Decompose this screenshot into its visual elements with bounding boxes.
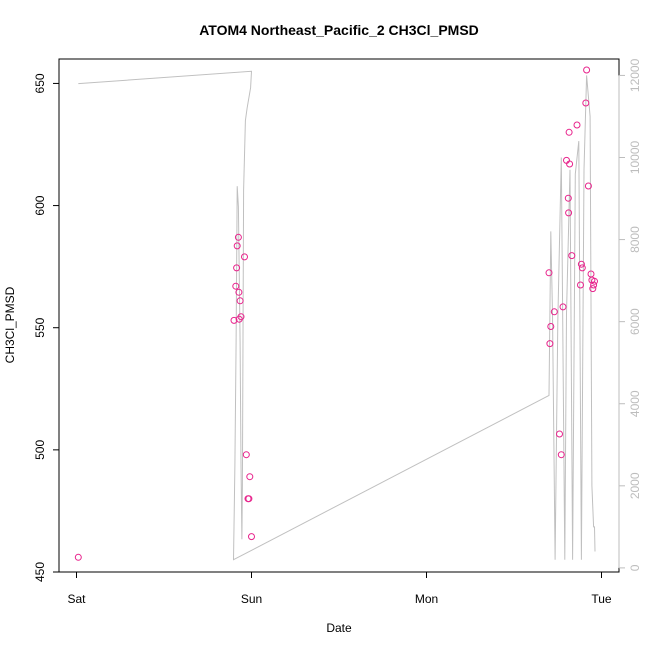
right-tick-label-4000: 4000 bbox=[628, 390, 642, 417]
right-tick-label-12000: 12000 bbox=[628, 58, 642, 92]
data-point-26 bbox=[565, 128, 573, 136]
left-tick-label-600: 600 bbox=[33, 195, 47, 215]
data-point-10 bbox=[241, 253, 248, 261]
x-tick-label-Mon: Mon bbox=[415, 592, 438, 606]
x-tick-label-Sun: Sun bbox=[241, 592, 262, 606]
left-tick-label-650: 650 bbox=[33, 73, 47, 93]
data-point-19 bbox=[550, 308, 558, 316]
data-point-4 bbox=[233, 242, 241, 250]
series-line bbox=[78, 70, 596, 561]
data-point-3 bbox=[233, 264, 241, 272]
data-point-31 bbox=[577, 260, 585, 268]
data-point-30 bbox=[577, 281, 584, 289]
data-point-11 bbox=[242, 451, 250, 459]
data-point-1 bbox=[230, 316, 238, 324]
left-tick-label-500: 500 bbox=[33, 440, 47, 460]
y-axis-label: CH3Cl_PMSD bbox=[3, 286, 17, 363]
data-point-35 bbox=[584, 182, 592, 190]
right-y-axis: 0 2000 4000 6000 8000 10000 12000 bbox=[618, 58, 642, 571]
data-point-20 bbox=[556, 430, 563, 438]
data-point-22 bbox=[559, 303, 567, 311]
data-point-39 bbox=[590, 281, 598, 289]
right-tick-label-10000: 10000 bbox=[628, 140, 642, 174]
data-point-13 bbox=[245, 495, 253, 503]
data-point-9 bbox=[237, 313, 245, 321]
right-tick-label-2000: 2000 bbox=[628, 472, 642, 499]
data-point-38 bbox=[589, 285, 597, 293]
data-point-18 bbox=[547, 323, 555, 330]
right-tick-label-8000: 8000 bbox=[628, 226, 642, 253]
data-point-5 bbox=[234, 233, 242, 241]
left-y-axis: 450 500 550 600 650 bbox=[33, 73, 60, 582]
right-tick-label-6000: 6000 bbox=[628, 308, 642, 335]
data-point-15 bbox=[248, 533, 255, 541]
data-point-34 bbox=[583, 66, 591, 74]
data-point-2 bbox=[232, 282, 240, 290]
data-point-0 bbox=[74, 553, 82, 561]
data-point-33 bbox=[582, 99, 590, 107]
data-point-24 bbox=[564, 194, 572, 202]
data-point-6 bbox=[235, 288, 243, 296]
right-tick-label-0: 0 bbox=[628, 564, 642, 571]
data-point-14 bbox=[246, 473, 254, 481]
data-point-40 bbox=[591, 277, 598, 285]
data-point-17 bbox=[546, 340, 554, 348]
x-axis: Sat Sun Mon Tue bbox=[67, 571, 612, 606]
plot-area-frame bbox=[58, 58, 620, 573]
x-axis-label: Date bbox=[326, 621, 352, 635]
x-tick-label-Sat: Sat bbox=[67, 592, 86, 606]
left-tick-label-550: 550 bbox=[33, 317, 47, 337]
left-tick-label-450: 450 bbox=[33, 562, 47, 582]
chart-title: ATOM4 Northeast_Pacific_2 CH3Cl_PMSD bbox=[199, 22, 479, 38]
data-point-21 bbox=[557, 451, 565, 459]
data-point-25 bbox=[565, 209, 573, 217]
line-series-layer bbox=[78, 70, 596, 561]
data-point-8 bbox=[236, 297, 244, 305]
data-point-32 bbox=[578, 264, 586, 272]
points-series-layer bbox=[74, 66, 598, 561]
data-point-28 bbox=[568, 252, 576, 260]
x-tick-label-Tue: Tue bbox=[591, 592, 612, 606]
data-point-16 bbox=[545, 269, 553, 277]
data-point-29 bbox=[573, 121, 581, 129]
data-point-27 bbox=[566, 160, 574, 168]
